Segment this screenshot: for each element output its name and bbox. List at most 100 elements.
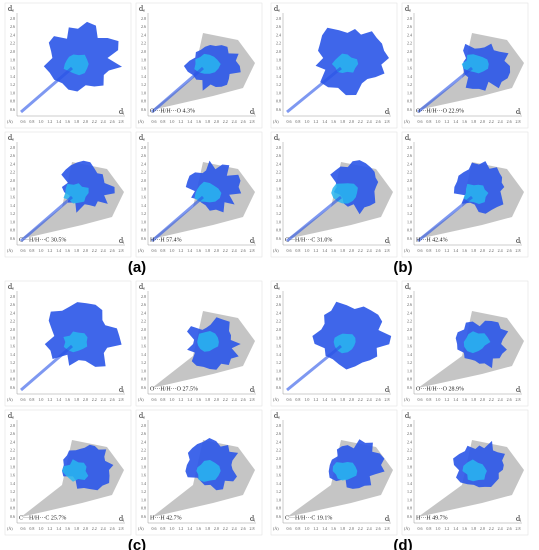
y-tick-label: 1.8 xyxy=(141,335,146,340)
y-tick-label: 1.6 xyxy=(407,344,412,349)
y-tick-label: 1.4 xyxy=(141,481,146,486)
x-tick-label: 2.6 xyxy=(507,397,512,402)
x-tick-label: 2.0 xyxy=(480,526,485,531)
panel-caption: H···H 42.7% xyxy=(150,515,182,521)
x-tick-label: 1.0 xyxy=(38,526,43,531)
y-tick-label: 0.8 xyxy=(276,228,281,233)
x-tick-label: 2.0 xyxy=(349,119,354,124)
spike xyxy=(286,344,342,392)
x-tick-label: 2.6 xyxy=(507,119,512,124)
y-tick-label: 2.8 xyxy=(276,16,281,21)
x-tick-label: 2.8 xyxy=(385,119,390,124)
y-tick-label: 2.4 xyxy=(10,310,15,315)
unit-label: (Å) xyxy=(404,248,410,253)
y-tick-label: 0.8 xyxy=(407,99,412,104)
y-tick-label: 1.0 xyxy=(276,497,281,502)
y-tick-label: 0.8 xyxy=(10,506,15,511)
y-tick-label: 1.4 xyxy=(10,481,15,486)
x-tick-label: 1.4 xyxy=(453,526,458,531)
group-label: (b) xyxy=(393,259,412,276)
y-tick-label: 0.8 xyxy=(141,506,146,511)
x-tick-label: 2.4 xyxy=(232,526,237,531)
x-tick-label: 2.2 xyxy=(92,248,97,253)
y-axis-label: dₑ xyxy=(274,4,280,13)
y-tick-label: 2.0 xyxy=(407,456,412,461)
y-tick-label: 2.0 xyxy=(407,327,412,332)
x-tick-label: 1.0 xyxy=(304,526,309,531)
y-tick-label: 1.4 xyxy=(141,74,146,79)
x-tick-label: 0.6 xyxy=(21,526,26,531)
y-axis-label: dₑ xyxy=(8,282,14,291)
y-tick-label: 1.0 xyxy=(407,219,412,224)
x-axis-label: dᵢ xyxy=(119,385,125,394)
y-tick-label: 2.8 xyxy=(407,294,412,299)
y-tick-label: 1.6 xyxy=(276,473,281,478)
y-tick-label: 2.4 xyxy=(276,161,281,166)
y-axis-label: dₑ xyxy=(274,282,280,291)
y-tick-label: 2.4 xyxy=(141,439,146,444)
y-tick-label: 2.0 xyxy=(10,456,15,461)
unit-label: (Å) xyxy=(138,397,144,402)
x-tick-label: 0.6 xyxy=(21,248,26,253)
y-tick-label: 2.8 xyxy=(407,145,412,150)
y-tick-label: 1.8 xyxy=(276,335,281,340)
x-tick-label: 1.2 xyxy=(47,119,52,124)
x-tick-label: 0.6 xyxy=(152,119,157,124)
x-tick-label: 1.4 xyxy=(56,119,61,124)
y-tick-label: 1.2 xyxy=(407,489,412,494)
y-tick-label: 2.6 xyxy=(276,431,281,436)
y-tick-label: 2.8 xyxy=(141,145,146,150)
y-axis-label: dₑ xyxy=(274,133,280,142)
x-tick-label: 2.8 xyxy=(385,248,390,253)
x-tick-label: 2.0 xyxy=(480,397,485,402)
y-axis-label: dₑ xyxy=(274,411,280,420)
y-tick-label: 2.8 xyxy=(141,423,146,428)
y-tick-label: 1.6 xyxy=(407,66,412,71)
x-tick-label: 1.8 xyxy=(74,397,79,402)
y-tick-label: 0.6 xyxy=(10,514,15,519)
y-tick-label: 1.4 xyxy=(276,481,281,486)
y-tick-label: 1.4 xyxy=(276,203,281,208)
x-tick-label: 2.2 xyxy=(489,119,494,124)
panel-caption: H···H 42.4% xyxy=(416,237,448,243)
y-tick-label: 1.6 xyxy=(10,344,15,349)
x-tick-label: 2.4 xyxy=(101,248,106,253)
spike xyxy=(151,195,204,243)
x-tick-label: 1.0 xyxy=(304,119,309,124)
x-tick-label: 2.4 xyxy=(232,248,237,253)
y-tick-label: 0.8 xyxy=(407,506,412,511)
x-axis-label: dᵢ xyxy=(250,236,256,245)
y-tick-label: 2.2 xyxy=(10,319,15,324)
x-tick-label: 1.4 xyxy=(187,526,192,531)
x-tick-label: 2.4 xyxy=(367,526,372,531)
x-tick-label: 1.4 xyxy=(453,248,458,253)
y-tick-label: 2.2 xyxy=(141,170,146,175)
y-tick-label: 0.6 xyxy=(276,236,281,241)
x-tick-label: 2.4 xyxy=(232,397,237,402)
y-tick-label: 2.2 xyxy=(276,448,281,453)
x-tick-label: 2.8 xyxy=(119,248,124,253)
y-axis-label: dₑ xyxy=(8,133,14,142)
x-tick-label: 0.6 xyxy=(21,397,26,402)
x-tick-label: 1.2 xyxy=(178,248,183,253)
y-tick-label: 1.8 xyxy=(10,335,15,340)
x-tick-label: 1.4 xyxy=(187,397,192,402)
y-tick-label: 2.4 xyxy=(276,439,281,444)
y-tick-label: 2.0 xyxy=(141,327,146,332)
x-tick-label: 2.4 xyxy=(498,248,503,253)
x-tick-label: 1.2 xyxy=(444,119,449,124)
unit-label: (Å) xyxy=(7,119,13,124)
x-tick-label: 2.4 xyxy=(367,248,372,253)
y-tick-label: 2.6 xyxy=(407,302,412,307)
x-tick-label: 0.6 xyxy=(287,526,292,531)
x-tick-label: 1.0 xyxy=(169,248,174,253)
y-tick-label: 1.2 xyxy=(141,82,146,87)
x-tick-label: 2.2 xyxy=(223,248,228,253)
y-tick-label: 1.2 xyxy=(276,211,281,216)
x-tick-label: 1.2 xyxy=(178,119,183,124)
y-tick-label: 2.6 xyxy=(407,431,412,436)
